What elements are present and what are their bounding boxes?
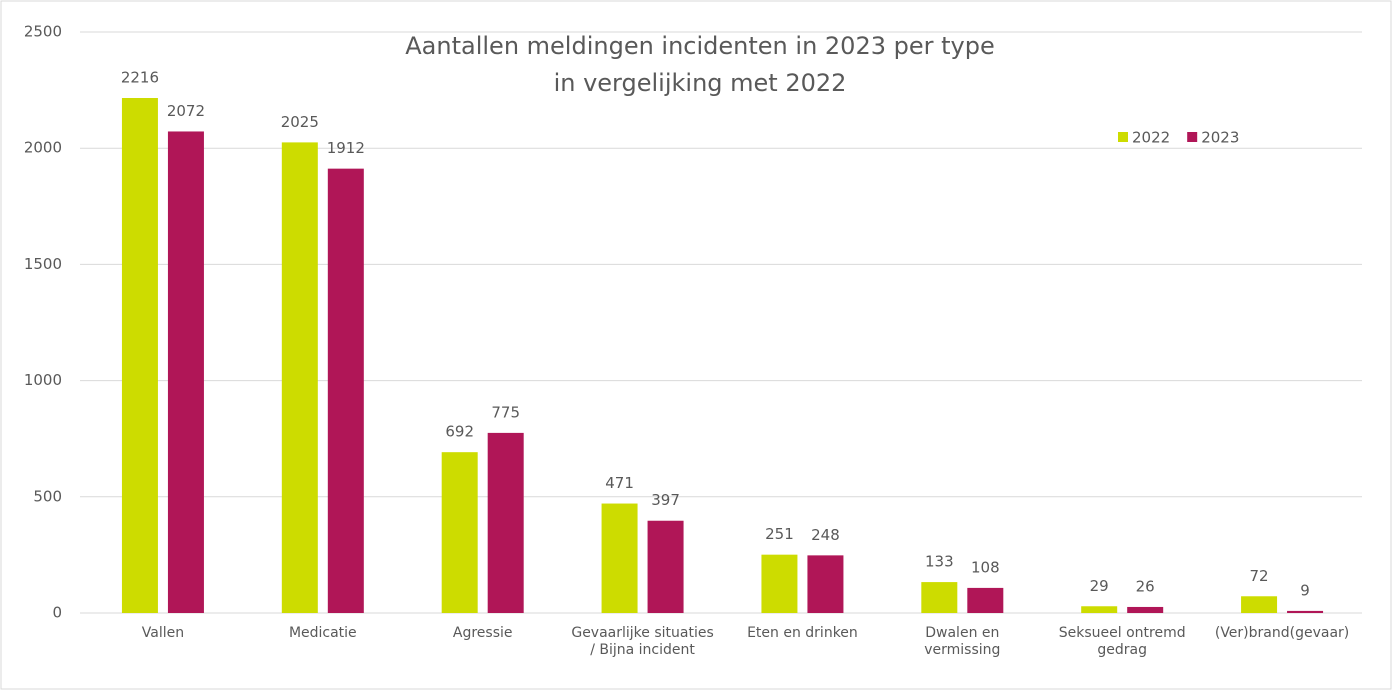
bar — [327, 168, 364, 614]
bar — [1287, 610, 1324, 613]
bar — [807, 555, 844, 613]
bar — [281, 142, 318, 613]
data-label: 775 — [491, 403, 520, 421]
y-tick-label: 0 — [52, 604, 62, 622]
data-label: 133 — [925, 553, 954, 571]
data-label: 26 — [1136, 577, 1155, 595]
data-label: 2025 — [281, 113, 319, 131]
data-label: 108 — [971, 558, 1000, 576]
bar — [487, 432, 524, 613]
data-label: 72 — [1250, 567, 1269, 585]
data-label: 248 — [811, 526, 840, 544]
x-tick-label: Dwalen en vermissing — [924, 625, 1001, 658]
x-tick-label: Vallen — [141, 625, 185, 641]
data-label: 1912 — [327, 139, 365, 157]
bar — [1127, 606, 1164, 613]
legend-swatch — [1187, 132, 1198, 142]
data-label: 692 — [445, 423, 474, 441]
x-tick-label: Seksueel ontremd gedrag — [1058, 625, 1186, 658]
legend-swatch — [1118, 132, 1128, 142]
x-tick-label: Eten en drinken — [747, 625, 858, 641]
bar — [921, 582, 958, 613]
data-label: 9 — [1300, 581, 1310, 599]
data-label: 471 — [605, 474, 634, 492]
bar — [967, 587, 1004, 613]
data-label: 251 — [765, 525, 794, 543]
chart-title: Aantallen meldingen incidenten in 2023 p… — [405, 32, 994, 60]
data-label: 2072 — [167, 102, 205, 120]
x-tick-label: (Ver)brand(gevaar) — [1214, 625, 1350, 641]
bar — [601, 503, 638, 613]
bar — [167, 131, 204, 613]
legend-label: 2022 — [1132, 129, 1170, 147]
y-tick-label: 2500 — [24, 23, 62, 41]
y-tick-label: 500 — [33, 487, 62, 505]
bar — [1081, 606, 1118, 613]
x-tick-label: Gevaarlijke situaties / Bijna incident — [571, 625, 714, 658]
y-tick-label: 2000 — [24, 139, 62, 157]
bar — [647, 520, 684, 613]
bar — [1241, 596, 1278, 613]
bar — [121, 98, 158, 614]
data-label: 397 — [651, 491, 680, 509]
x-tick-label: Medicatie — [288, 625, 357, 641]
bar — [441, 452, 478, 613]
data-label: 2216 — [121, 69, 159, 87]
chart-title: in vergelijking met 2022 — [554, 69, 847, 97]
y-tick-label: 1500 — [24, 255, 62, 273]
data-label: 29 — [1090, 577, 1109, 595]
x-tick-label: Agressie — [452, 625, 513, 641]
legend-label: 2023 — [1201, 129, 1239, 147]
y-tick-label: 1000 — [24, 371, 62, 389]
bar — [761, 554, 798, 613]
